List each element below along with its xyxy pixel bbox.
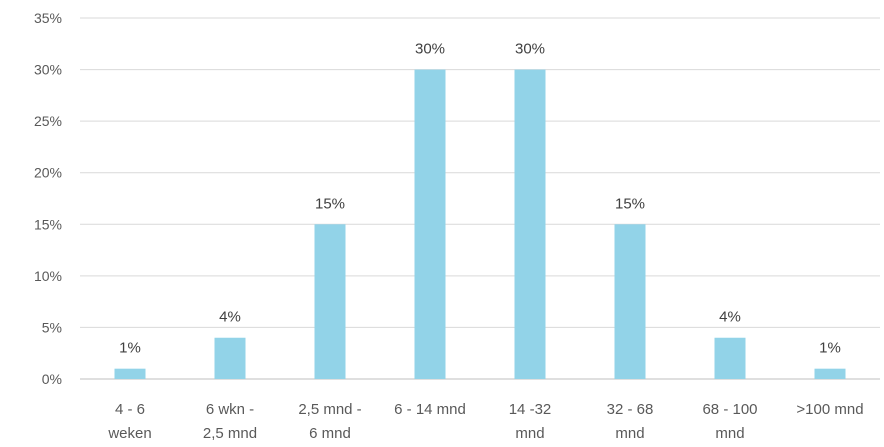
y-tick-label: 35% bbox=[34, 10, 62, 26]
y-tick-label: 30% bbox=[34, 62, 62, 78]
x-tick-label: weken bbox=[107, 425, 151, 442]
data-label: 30% bbox=[515, 41, 545, 58]
bar bbox=[514, 69, 546, 380]
data-label: 1% bbox=[819, 340, 841, 357]
bar bbox=[214, 337, 246, 379]
data-label: 4% bbox=[219, 309, 241, 326]
x-tick-label: mnd bbox=[715, 425, 744, 442]
bar bbox=[414, 69, 446, 380]
bar bbox=[714, 337, 746, 379]
y-tick-label: 25% bbox=[34, 113, 62, 129]
bar bbox=[314, 224, 346, 379]
data-label: 30% bbox=[415, 41, 445, 58]
x-tick-label: 4 - 6 bbox=[115, 401, 145, 418]
y-tick-label: 20% bbox=[34, 165, 62, 181]
data-label: 15% bbox=[615, 195, 645, 212]
y-tick-label: 10% bbox=[34, 268, 62, 284]
x-tick-label: >100 mnd bbox=[796, 401, 863, 418]
x-tick-label: mnd bbox=[515, 425, 544, 442]
x-tick-label: 2,5 mnd - bbox=[298, 401, 361, 418]
y-tick-label: 0% bbox=[42, 371, 62, 387]
x-tick-label: 6 wkn - bbox=[206, 401, 254, 418]
x-tick-label: 32 - 68 bbox=[607, 401, 654, 418]
data-label: 4% bbox=[719, 309, 741, 326]
x-tick-label: 6 mnd bbox=[309, 425, 351, 442]
x-tick-label: 6 - 14 mnd bbox=[394, 401, 466, 418]
bar bbox=[114, 368, 146, 379]
y-tick-label: 5% bbox=[42, 319, 62, 335]
bar bbox=[814, 368, 846, 379]
bar bbox=[614, 224, 646, 379]
y-tick-label: 15% bbox=[34, 216, 62, 232]
x-tick-label: 68 - 100 bbox=[702, 401, 757, 418]
data-label: 1% bbox=[119, 340, 141, 357]
data-label: 15% bbox=[315, 195, 345, 212]
x-tick-label: 14 -32 bbox=[509, 401, 552, 418]
x-tick-label: 2,5 mnd bbox=[203, 425, 257, 442]
x-tick-label: mnd bbox=[615, 425, 644, 442]
